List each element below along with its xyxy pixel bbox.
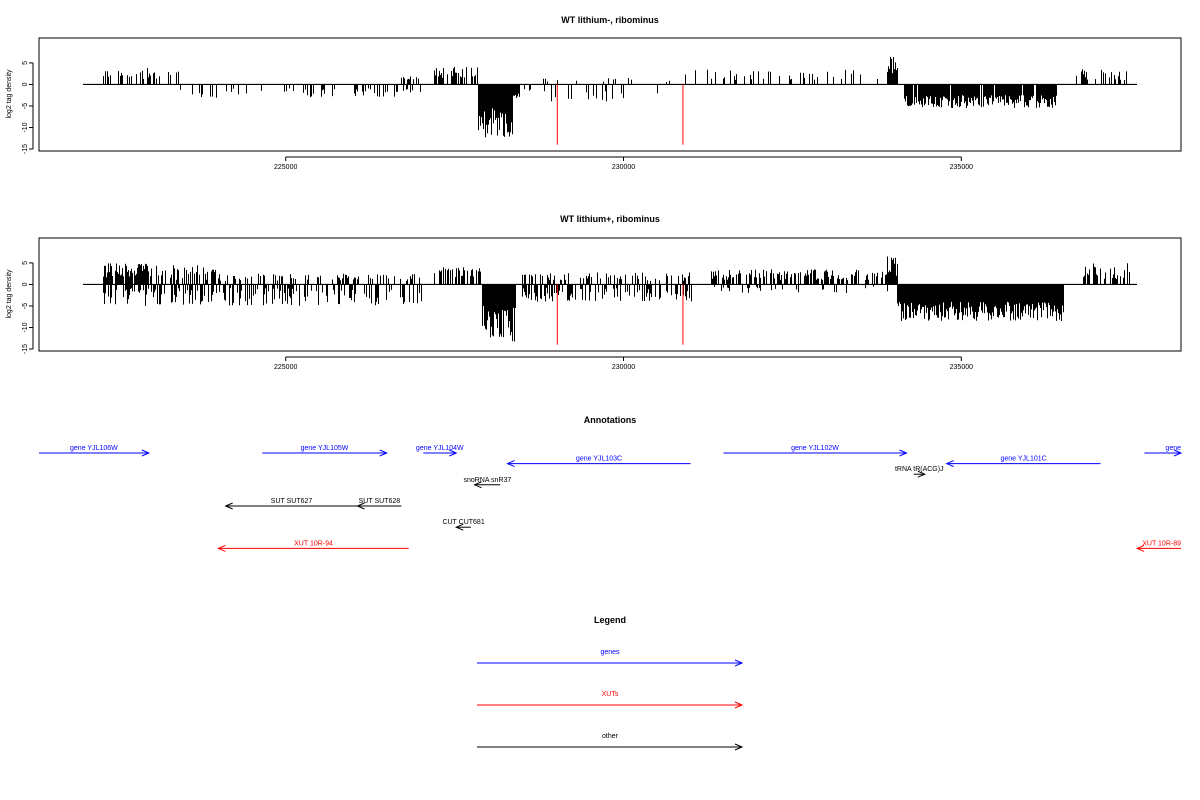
annotation-feature: SUT SUT628 bbox=[356, 498, 402, 510]
panel-1-axes: 5 0 -5 -10 -15 225000 230000 235000 bbox=[22, 61, 973, 171]
legend-section: Legend genes XUTs other bbox=[477, 615, 744, 751]
y-tick-label: 5 bbox=[22, 61, 29, 65]
x-tick-label: 235000 bbox=[950, 164, 973, 171]
panel-1-title: WT lithium-, ribominus bbox=[561, 15, 659, 25]
x-tick-label: 230000 bbox=[612, 164, 635, 171]
annotations-section: Annotations gene YJL106W gene YJL105W gene… bbox=[39, 415, 1183, 552]
annotation-feature: SUT SUT627 bbox=[224, 498, 358, 510]
legend-label: genes bbox=[600, 649, 620, 656]
annotation-label: XUT 10R-94 bbox=[294, 540, 333, 547]
panel-1-markers bbox=[556, 84, 684, 145]
annotation-features: gene YJL106W gene YJL105W gene YJL104W gene… bbox=[39, 445, 1183, 552]
panel-2-markers bbox=[556, 284, 684, 345]
x-tick-label: 225000 bbox=[274, 164, 297, 171]
y-tick-label: -15 bbox=[22, 144, 29, 154]
annotation-label: SUT SUT627 bbox=[271, 498, 313, 505]
annotation-label: snoRNA snR37 bbox=[463, 477, 511, 484]
annotation-label: XUT 10R-89 bbox=[1142, 540, 1181, 547]
y-tick-label: 5 bbox=[22, 261, 29, 265]
panel-2-axes: 5 0 -5 -10 -15 225000 230000 235000 bbox=[22, 261, 973, 371]
y-tick-label: -15 bbox=[22, 344, 29, 354]
annotation-feature: XUT 10R-94 bbox=[217, 540, 409, 552]
track-panel-1: WT lithium-, ribominus log2 tag density … bbox=[6, 15, 1182, 171]
annotation-label: gene YJL104W bbox=[416, 445, 464, 452]
y-tick-label: -5 bbox=[22, 303, 29, 309]
annotations-title: Annotations bbox=[584, 415, 637, 425]
panel-1-bars bbox=[103, 56, 1127, 138]
track-panel-2: WT lithium+, ribominus log2 tag density … bbox=[6, 214, 1182, 371]
annotation-label: gene YJL105W bbox=[301, 445, 349, 452]
annotation-feature: CUT CUT681 bbox=[442, 519, 485, 531]
panel-2-plot-frame bbox=[38, 237, 1182, 352]
annotation-label: tRNA tR(ACG)J bbox=[895, 466, 944, 473]
legend-item: other bbox=[477, 733, 744, 751]
annotation-feature: XUT 10R-89 bbox=[1135, 540, 1181, 552]
legend-label: other bbox=[602, 733, 619, 740]
panel-2-ylabel: log2 tag density bbox=[6, 269, 13, 319]
annotation-feature: gene YJL104W bbox=[416, 445, 464, 457]
annotation-feature: gene YJL106W bbox=[39, 445, 151, 457]
annotation-label: gene YJL103C bbox=[576, 456, 622, 463]
annotation-feature: gene YJL102W bbox=[723, 445, 908, 457]
annotation-feature: snoRNA snR37 bbox=[463, 477, 511, 489]
legend-item: XUTs bbox=[477, 691, 744, 709]
legend-items: genes XUTs other bbox=[477, 649, 744, 751]
x-tick-label: 225000 bbox=[274, 364, 297, 371]
annotation-label: gene YJL102W bbox=[791, 445, 839, 452]
annotation-label: gene YJL106W bbox=[70, 445, 118, 452]
annotation-label: gene bbox=[1165, 445, 1181, 452]
annotation-label: SUT SUT628 bbox=[359, 498, 401, 505]
panel-2-title: WT lithium+, ribominus bbox=[560, 214, 660, 224]
annotation-feature: gene YJL101C bbox=[945, 456, 1101, 468]
x-tick-label: 235000 bbox=[950, 364, 973, 371]
y-tick-label: -10 bbox=[22, 322, 29, 332]
legend-title: Legend bbox=[594, 615, 626, 625]
annotation-feature: gene YJL103C bbox=[506, 456, 691, 468]
y-tick-label: 0 bbox=[22, 82, 29, 86]
y-tick-label: -5 bbox=[22, 103, 29, 109]
annotation-label: gene YJL101C bbox=[1001, 456, 1047, 463]
y-tick-label: -10 bbox=[22, 122, 29, 132]
annotation-label: CUT CUT681 bbox=[442, 519, 484, 526]
annotation-feature: gene bbox=[1144, 445, 1183, 457]
panel-1-plot-frame bbox=[38, 37, 1182, 152]
y-tick-label: 0 bbox=[22, 282, 29, 286]
annotation-feature: gene YJL105W bbox=[262, 445, 388, 457]
panel-1-ylabel: log2 tag density bbox=[6, 69, 13, 119]
annotation-feature: tRNA tR(ACG)J bbox=[895, 466, 944, 478]
legend-label: XUTs bbox=[602, 691, 619, 698]
panel-2-bars bbox=[103, 256, 1130, 342]
x-tick-label: 230000 bbox=[612, 364, 635, 371]
legend-item: genes bbox=[477, 649, 744, 667]
